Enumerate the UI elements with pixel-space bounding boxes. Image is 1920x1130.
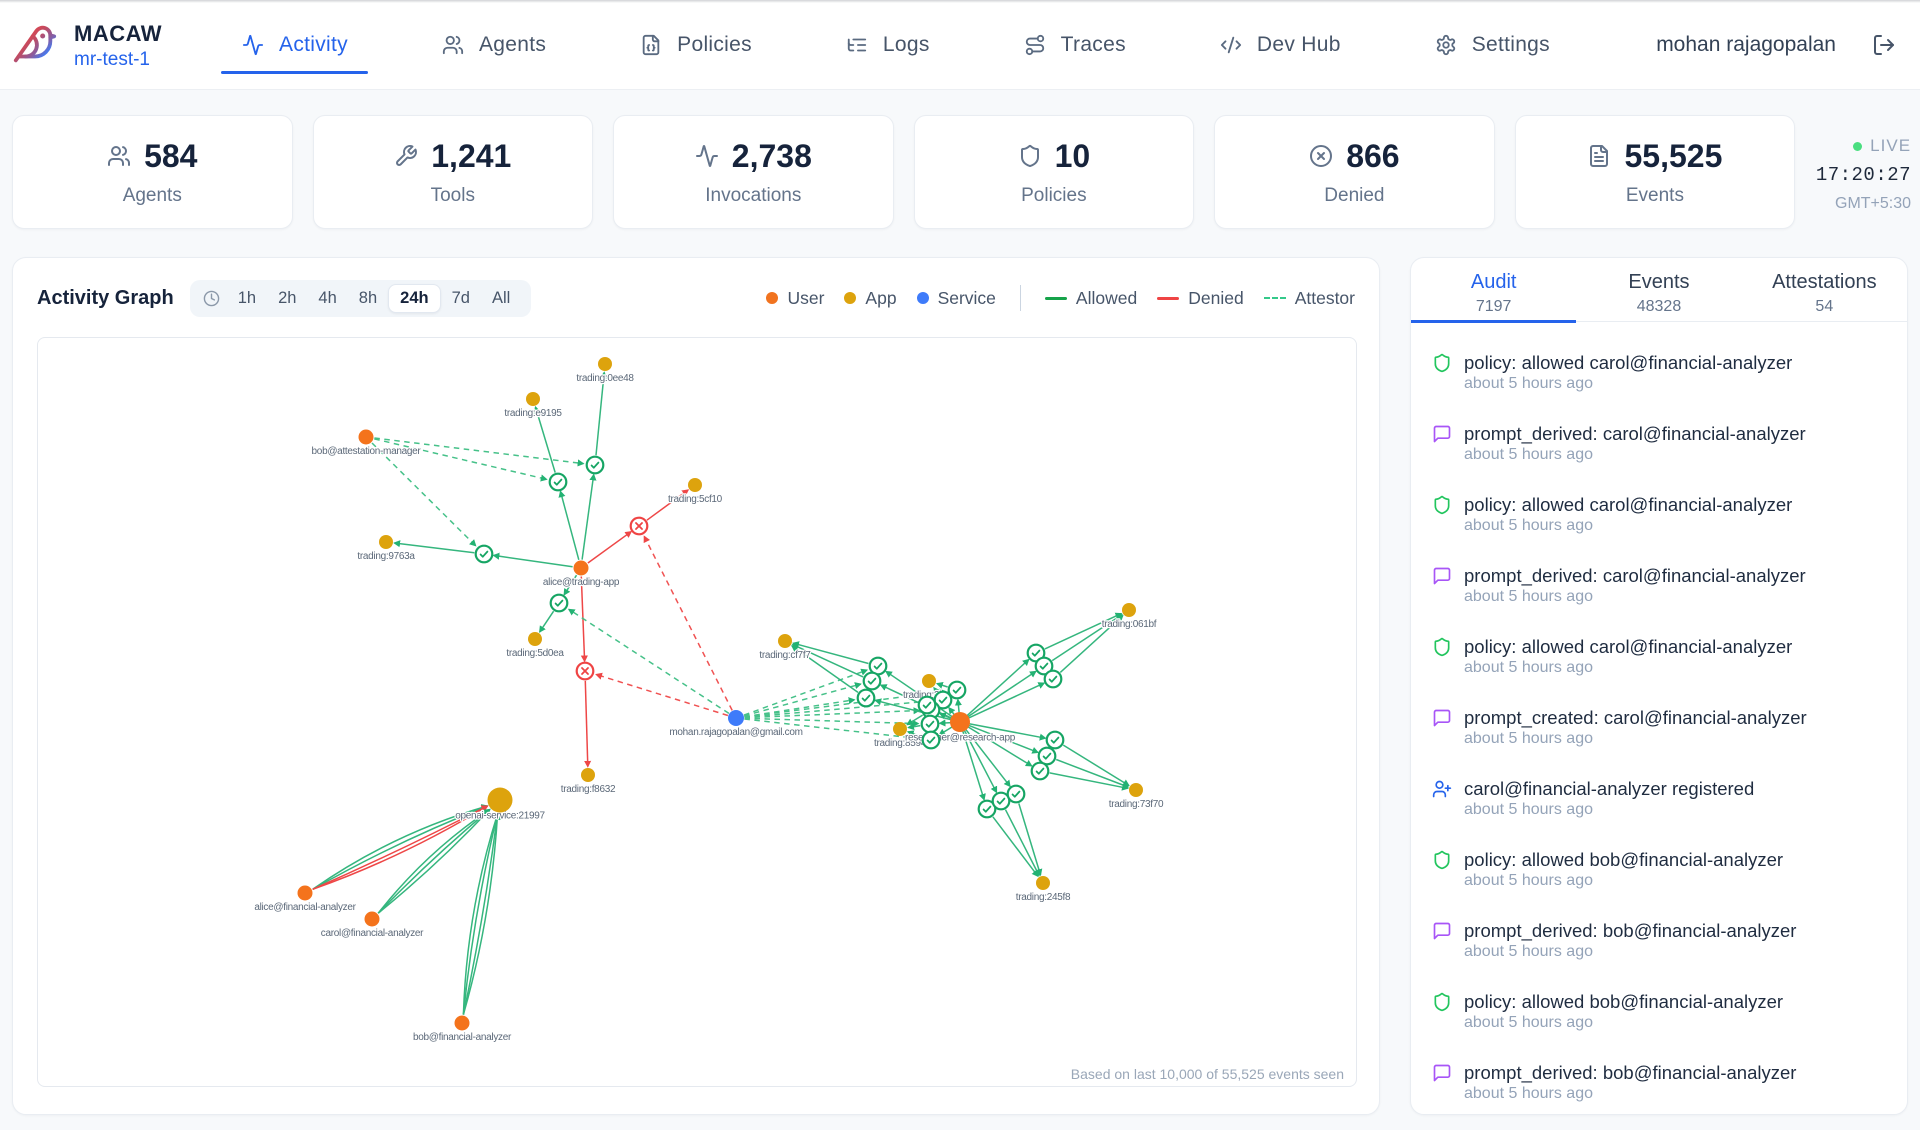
- svg-text:bob@attestation-manager: bob@attestation-manager: [312, 446, 422, 457]
- svg-text:trading:8594: trading:8594: [874, 738, 927, 749]
- svg-text:trading:e9195: trading:e9195: [504, 408, 562, 419]
- svg-text:trading:061bf: trading:061bf: [1102, 619, 1157, 630]
- svg-text:trading:f8632: trading:f8632: [561, 784, 616, 795]
- svg-text:researcher@research-app: researcher@research-app: [905, 733, 1016, 744]
- svg-text:carol@financial-analyzer: carol@financial-analyzer: [321, 928, 424, 939]
- svg-text:openai-service:21997: openai-service:21997: [455, 811, 545, 822]
- svg-text:mohan.rajagopalan@gmail.com: mohan.rajagopalan@gmail.com: [669, 727, 802, 738]
- svg-text:bob@financial-analyzer: bob@financial-analyzer: [413, 1032, 512, 1043]
- svg-text:alice@financial-analyzer: alice@financial-analyzer: [254, 902, 356, 913]
- svg-text:trading:9763a: trading:9763a: [357, 551, 415, 562]
- svg-text:alice@trading-app: alice@trading-app: [543, 577, 620, 588]
- svg-text:trading:5d0ea: trading:5d0ea: [506, 648, 564, 659]
- svg-text:trading:73f70: trading:73f70: [1109, 799, 1164, 810]
- svg-text:trading:0ee48: trading:0ee48: [576, 373, 634, 384]
- svg-text:trading:cf7f7: trading:cf7f7: [759, 650, 811, 661]
- svg-text:trading:5cf10: trading:5cf10: [668, 494, 723, 505]
- svg-text:trading:245f8: trading:245f8: [1016, 892, 1071, 903]
